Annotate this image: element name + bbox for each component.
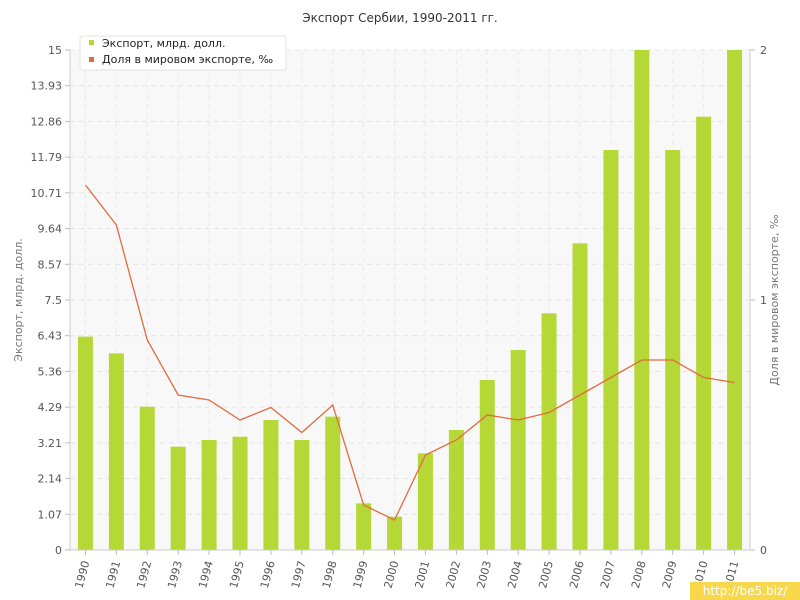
bar [634, 50, 650, 550]
x-tick-label: 1990 [73, 559, 93, 589]
bar [325, 416, 341, 550]
y-tick-label: 4.29 [38, 401, 63, 414]
y-tick-label: 9.64 [38, 223, 63, 236]
bar [108, 353, 124, 550]
legend-swatch-share [89, 57, 94, 62]
x-tick-label: 2002 [443, 559, 463, 589]
legend[interactable]: Экспорт, млрд. долл. Доля в мировом эксп… [79, 35, 287, 71]
bar [665, 150, 681, 550]
bar [417, 453, 433, 550]
y-tick-label: 3.21 [38, 437, 63, 450]
chart-title: Экспорт Сербии, 1990-2011 гг. [302, 11, 498, 25]
y-tick-label: 1.07 [38, 508, 63, 521]
x-tick-label: 1998 [320, 559, 340, 589]
y-tick-label: 8.57 [38, 258, 63, 271]
x-tick-label: 1992 [134, 559, 154, 589]
y-tick-label: 15 [48, 44, 62, 57]
bar [263, 420, 279, 550]
bar [510, 350, 526, 550]
x-tick-label: 2000 [382, 559, 402, 589]
bar [77, 336, 93, 550]
x-tick-label: 2007 [598, 559, 618, 589]
y2-tick-label: 1 [760, 294, 767, 307]
x-tick-label: 2003 [474, 559, 494, 589]
y-tick-label: 7.5 [45, 294, 63, 307]
watermark: http://be5.biz/ [690, 582, 800, 600]
bar [479, 380, 495, 550]
x-tick-label: 1997 [289, 559, 309, 589]
x-tick-label: 2005 [536, 559, 556, 589]
x-tick-label: 1991 [103, 559, 123, 589]
y2-tick-label: 0 [760, 544, 767, 557]
x-tick-label: 1996 [258, 559, 278, 589]
x-tick-label: 2006 [567, 559, 587, 589]
y-tick-label: 12.86 [31, 115, 63, 128]
y-tick-label: 0 [55, 544, 62, 557]
x-tick-label: 2008 [629, 559, 649, 589]
x-tick-label: 1993 [165, 559, 185, 589]
bar [727, 50, 743, 550]
bar [294, 440, 310, 550]
x-tick-label: 2004 [505, 559, 525, 589]
x-tick-label: 2001 [413, 559, 433, 589]
y-tick-label: 5.36 [38, 365, 63, 378]
bar [448, 430, 464, 550]
x-tick-label: 2009 [660, 559, 680, 589]
bar [170, 446, 186, 550]
bar [541, 313, 557, 550]
bar [356, 503, 372, 550]
x-tick-label: 1994 [196, 559, 216, 589]
y-tick-label: 6.43 [38, 330, 63, 343]
legend-box [79, 35, 287, 71]
legend-swatch-export [89, 40, 94, 45]
x-tick-label: 1999 [351, 559, 371, 589]
y-tick-label: 10.71 [31, 187, 63, 200]
bar [603, 150, 619, 550]
y-tick-label: 13.93 [31, 80, 63, 93]
series-line-share [84, 184, 735, 521]
y2-axis-title: Доля в мировом экспорте, ‰ [768, 214, 781, 385]
legend-label-share: Доля в мировом экспорте, ‰ [102, 53, 273, 66]
bar [201, 440, 217, 550]
y-axis-title: Экспорт, млрд. долл. [12, 238, 25, 361]
bar [696, 116, 712, 551]
bar [139, 406, 155, 550]
bar [387, 516, 403, 550]
bar [232, 436, 248, 550]
y-tick-label: 2.14 [38, 473, 63, 486]
y2-tick-label: 2 [760, 44, 767, 57]
y-tick-label: 11.79 [31, 151, 63, 164]
legend-label-export: Экспорт, млрд. долл. [102, 37, 225, 50]
x-tick-label: 1995 [227, 559, 247, 589]
bar [572, 243, 588, 551]
